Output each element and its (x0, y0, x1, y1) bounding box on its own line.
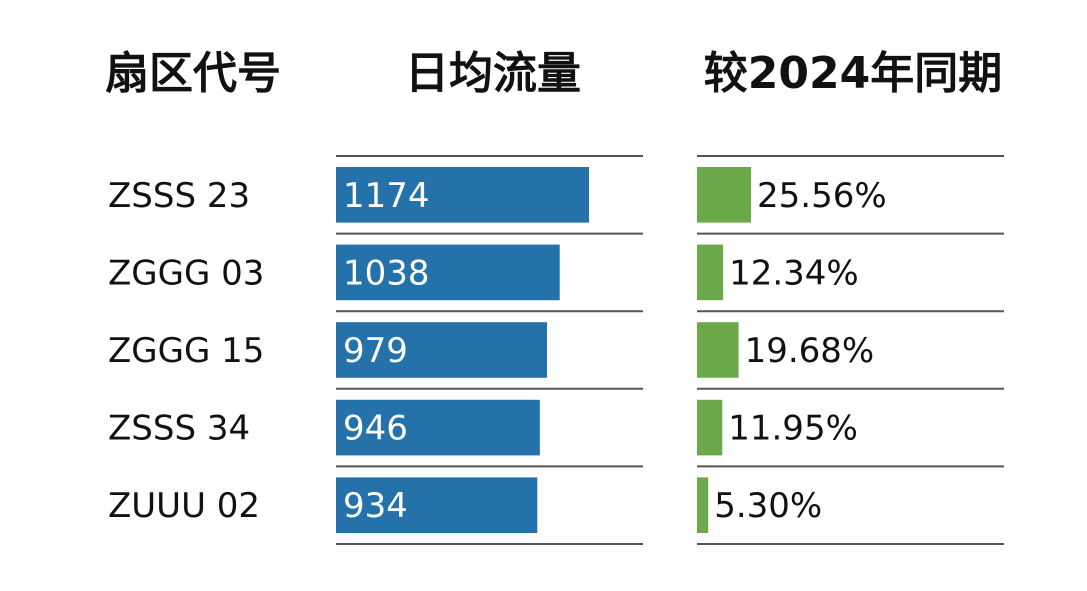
change-value-label: 25.56% (757, 176, 887, 216)
flow-value-label: 934 (343, 486, 408, 526)
change-bar (697, 244, 724, 301)
flow-bar (336, 167, 589, 223)
flow-bar (336, 399, 540, 456)
change-value-label: 11.95% (728, 409, 858, 449)
flow-value-label: 946 (343, 409, 408, 449)
change-bar (697, 322, 739, 378)
change-bar (697, 477, 709, 533)
change-value-label: 12.34% (729, 253, 859, 293)
sector-label: ZSSS 34 (108, 409, 250, 449)
header-sector: 扇区代号 (105, 48, 281, 99)
change-bar (697, 399, 723, 456)
flow-value-label: 979 (343, 331, 408, 371)
sector-label: ZUUU 02 (108, 486, 260, 526)
sector-label: ZGGG 15 (108, 331, 264, 371)
flow-bar (336, 322, 547, 378)
change-value-label: 5.30% (714, 486, 822, 526)
flow-bar (336, 244, 560, 301)
change-value-label: 19.68% (745, 331, 875, 371)
sector-label: ZGGG 03 (108, 253, 264, 293)
flow-value-label: 1174 (343, 176, 430, 216)
flow-bar (336, 477, 538, 533)
header-change: 较2024年同期 (704, 48, 1002, 99)
change-bar (697, 167, 751, 223)
header-flow: 日均流量 (405, 48, 581, 99)
sector-label: ZSSS 23 (108, 176, 250, 216)
chart-rows: ZSSS 23 1174 25.56% ZGGG 03 1038 12.34% ZGGG 1… (108, 155, 1004, 545)
flow-value-label: 1038 (343, 253, 430, 293)
